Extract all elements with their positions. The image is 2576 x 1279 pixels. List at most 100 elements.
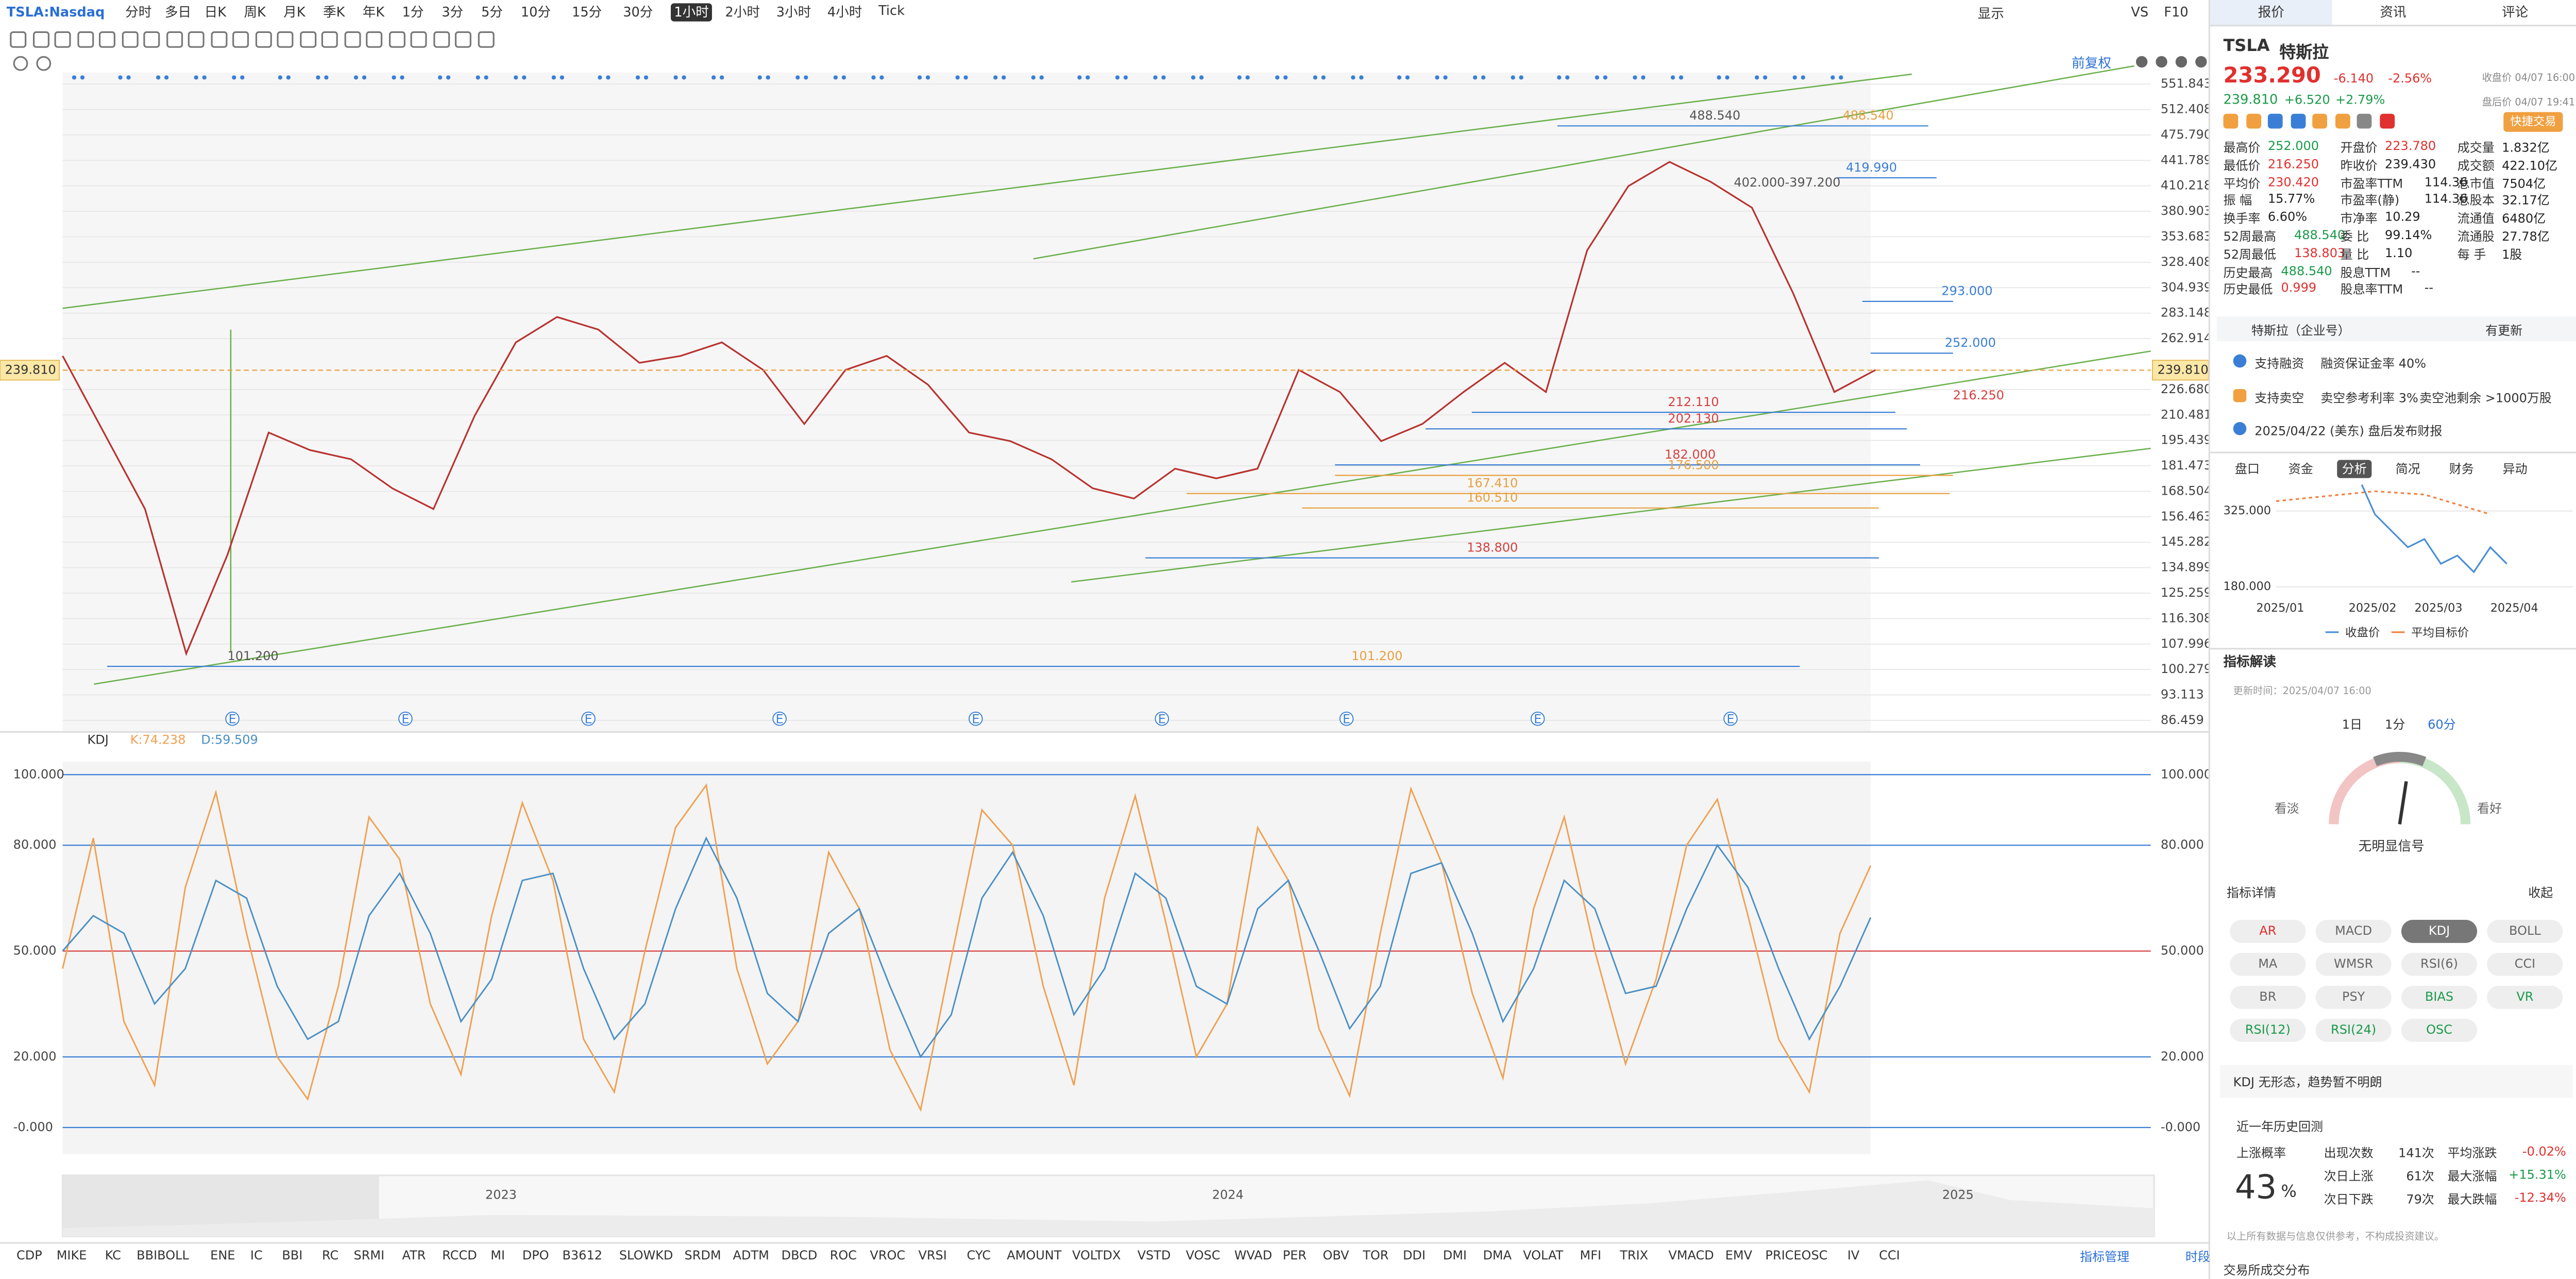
period-tab[interactable]: 5分 [481,5,503,20]
period-tab[interactable]: 4小时 [827,5,862,20]
period-tab[interactable]: Tick [878,3,905,19]
sub-tab[interactable]: 资金 [2288,461,2313,477]
indicator-button[interactable]: AR [2230,920,2306,943]
indicator-tab[interactable]: AMOUNT [1007,1248,1062,1263]
indicator-tab[interactable]: BBI [282,1248,303,1263]
indicator-button[interactable]: BIAS [2401,986,2478,1009]
indicator-button[interactable]: RSI(12) [2230,1018,2306,1042]
indicator-tab[interactable]: RCCD [442,1248,477,1263]
tool-icon[interactable] [13,56,28,71]
tool-icon[interactable] [32,31,49,48]
indicator-button[interactable]: MA [2230,953,2306,976]
period-tab[interactable]: 30分 [623,5,653,20]
panel-icon[interactable] [2195,56,2207,68]
collapse[interactable]: 收起 [2528,885,2553,900]
tool-icon[interactable] [277,31,294,48]
tool-icon[interactable] [232,31,249,48]
period-tab[interactable]: 季K [323,5,345,20]
trade-button[interactable]: 快捷交易 [2503,112,2563,132]
indicator-tab[interactable]: CYC [967,1248,991,1263]
period-tab[interactable]: 3小时 [776,5,811,20]
period-tab[interactable]: 日K [204,5,227,20]
indicator-tab[interactable]: ADTM [733,1248,769,1263]
indicator-tab[interactable]: PRICEOSC [1765,1248,1828,1263]
indicator-tab[interactable]: TOR [1363,1248,1389,1263]
tool-icon[interactable] [210,31,227,48]
sub-tab[interactable]: 分析 [2337,460,2372,478]
indicator-tab[interactable]: DPO [522,1248,549,1263]
tool-icon[interactable] [10,31,27,48]
period-tab[interactable]: 周K [244,5,266,20]
tool-icon[interactable] [76,31,93,48]
indicator-tab[interactable]: VSTD [1137,1248,1171,1263]
indicator-button[interactable]: VR [2487,986,2563,1009]
period-tab[interactable]: 10分 [520,5,551,20]
indicator-tab[interactable]: BBIBOLL [137,1248,189,1263]
indicator-tab[interactable]: ATR [402,1248,426,1263]
indicator-tab[interactable]: CCI [1879,1248,1900,1263]
indicator-button[interactable]: KDJ [2401,920,2478,943]
tool-icon[interactable] [343,31,360,48]
indicator-button[interactable]: RSI(6) [2401,953,2478,976]
sub-tab[interactable]: 简况 [2395,461,2420,477]
sub-tab[interactable]: 盘口 [2234,461,2260,477]
tool-icon[interactable] [388,31,405,48]
indicator-tab[interactable]: B3612 [562,1248,602,1263]
update[interactable]: 有更新 [2485,323,2523,338]
indicator-tab[interactable]: TRIX [1620,1248,1649,1263]
panel-icon[interactable] [2136,56,2148,68]
period-tab[interactable]: 15分 [572,5,602,20]
tool-icon[interactable] [299,31,316,48]
period-tab[interactable]: 1小时 [670,3,713,22]
tool-icon[interactable] [36,56,52,71]
indicator-button[interactable]: CCI [2487,953,2563,976]
indicator-button[interactable]: OSC [2401,1018,2478,1042]
indicator-tab[interactable]: MFI [1580,1248,1602,1263]
tool-icon[interactable] [321,31,338,48]
indicator-button[interactable]: RSI(24) [2315,1018,2392,1042]
period-tab[interactable]: 月K [283,5,306,20]
sub-tab[interactable]: 财务 [2449,461,2474,477]
indicator-tab[interactable]: MI [490,1248,505,1263]
indicator-button[interactable]: MACD [2315,920,2392,943]
indicator-tab[interactable]: VRSI [918,1248,947,1263]
tool-icon[interactable] [366,31,383,48]
indicator-tab[interactable]: SRDM [684,1248,721,1263]
tool-icon[interactable] [143,31,160,48]
toolbar-item[interactable]: VS [2131,5,2149,20]
indicator-button[interactable]: BR [2230,986,2306,1009]
session[interactable]: 时段 [2185,1249,2210,1265]
tool-icon[interactable] [121,31,138,48]
panel-icon[interactable] [2156,56,2167,68]
analysis-period[interactable]: 60分 [2428,717,2456,732]
indicator-tab[interactable]: WVAD [1234,1248,1273,1263]
tool-icon[interactable] [410,31,427,48]
tool-icon[interactable] [432,31,449,48]
tool-icon[interactable] [188,31,205,48]
indicator-tab[interactable]: PER [1282,1248,1307,1263]
analysis-period[interactable]: 1日 [2342,717,2363,732]
symbol[interactable]: TSLA:Nasdaq [6,5,105,20]
sub-tab[interactable]: 异动 [2502,461,2528,477]
tool-icon[interactable] [98,31,115,48]
period-tab[interactable]: 分时 [125,5,152,20]
tool-icon[interactable] [54,31,71,48]
tool-icon[interactable] [454,31,471,48]
indicator-tab[interactable]: VROC [870,1248,906,1263]
indicator-button[interactable]: BOLL [2487,920,2563,943]
indicator-tab[interactable]: DBCD [781,1248,818,1263]
indicator-tab[interactable]: SRMI [353,1248,385,1263]
tool-icon[interactable] [165,31,182,48]
period-tab[interactable]: 3分 [442,5,464,20]
period-tab[interactable]: 1分 [402,5,424,20]
indicator-tab[interactable]: ROC [829,1248,857,1263]
indicator-tab[interactable]: IC [250,1248,263,1263]
indicator-button[interactable]: WMSR [2315,953,2392,976]
tool-icon[interactable] [255,31,272,48]
panel-icon[interactable] [2175,56,2188,68]
period-tab[interactable]: 年K [362,5,385,20]
analysis-period[interactable]: 1分 [2384,717,2405,732]
period-tab[interactable]: 多日 [164,5,192,20]
indicator-tab[interactable]: VOSC [1185,1248,1221,1263]
toolbar-item[interactable]: 显示 [1977,6,2004,22]
